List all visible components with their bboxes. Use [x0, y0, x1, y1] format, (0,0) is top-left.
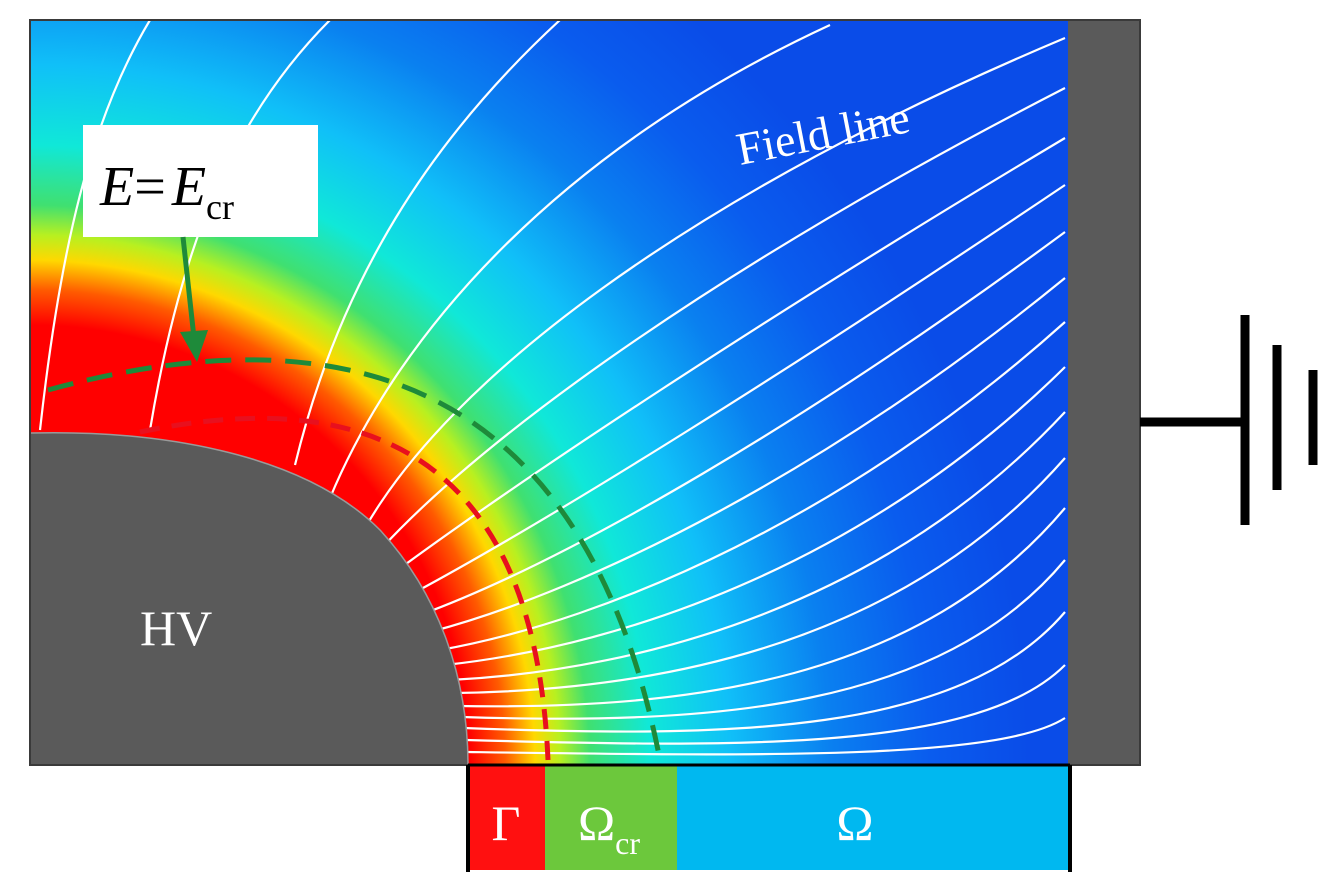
region-legend: Γ Ωcr Ω	[466, 763, 1072, 872]
critical-field-contour	[47, 357, 663, 761]
callout-rhs: E	[171, 156, 206, 218]
callout-equation: E= Ecr	[99, 156, 234, 227]
hv-label: HV	[140, 600, 212, 656]
field-line	[457, 507, 1066, 708]
field-line	[328, 24, 831, 499]
field-line	[439, 321, 1066, 652]
field-lines	[38, 20, 1066, 756]
field-line	[38, 20, 151, 431]
region-omega-label: Ω	[836, 795, 873, 851]
critical-field-callout	[83, 125, 318, 237]
field-line	[465, 664, 1066, 745]
callout-symbol: E	[99, 156, 134, 218]
region-omega-cr	[545, 765, 677, 870]
field-line	[449, 411, 1066, 682]
field-line	[364, 36, 1066, 529]
callout-equals: =	[134, 156, 166, 218]
field-line	[454, 457, 1066, 695]
field-line	[463, 611, 1066, 733]
region-omega-cr-symbol: Ω	[578, 795, 615, 851]
ground-icon	[1140, 315, 1318, 525]
field-line	[409, 184, 1066, 596]
field-line	[394, 137, 1066, 573]
ionization-boundary-contour	[139, 416, 551, 761]
field-line	[379, 87, 1066, 551]
field-line	[419, 231, 1066, 617]
callout-rhs-subscript: cr	[206, 187, 234, 227]
field-line	[466, 717, 1066, 756]
hv-electrode	[29, 431, 469, 766]
ground-electrode	[1068, 20, 1140, 765]
region-gamma	[468, 765, 545, 870]
field-line	[293, 20, 561, 466]
region-omega-cr-label: Ωcr	[578, 795, 640, 861]
field-line	[429, 277, 1066, 634]
field-line	[461, 559, 1066, 720]
region-omega-cr-subscript: cr	[615, 825, 640, 861]
region-gamma-label: Γ	[492, 795, 521, 851]
region-omega	[677, 765, 1070, 870]
arrow-icon	[180, 236, 208, 362]
field-line	[444, 366, 1066, 667]
